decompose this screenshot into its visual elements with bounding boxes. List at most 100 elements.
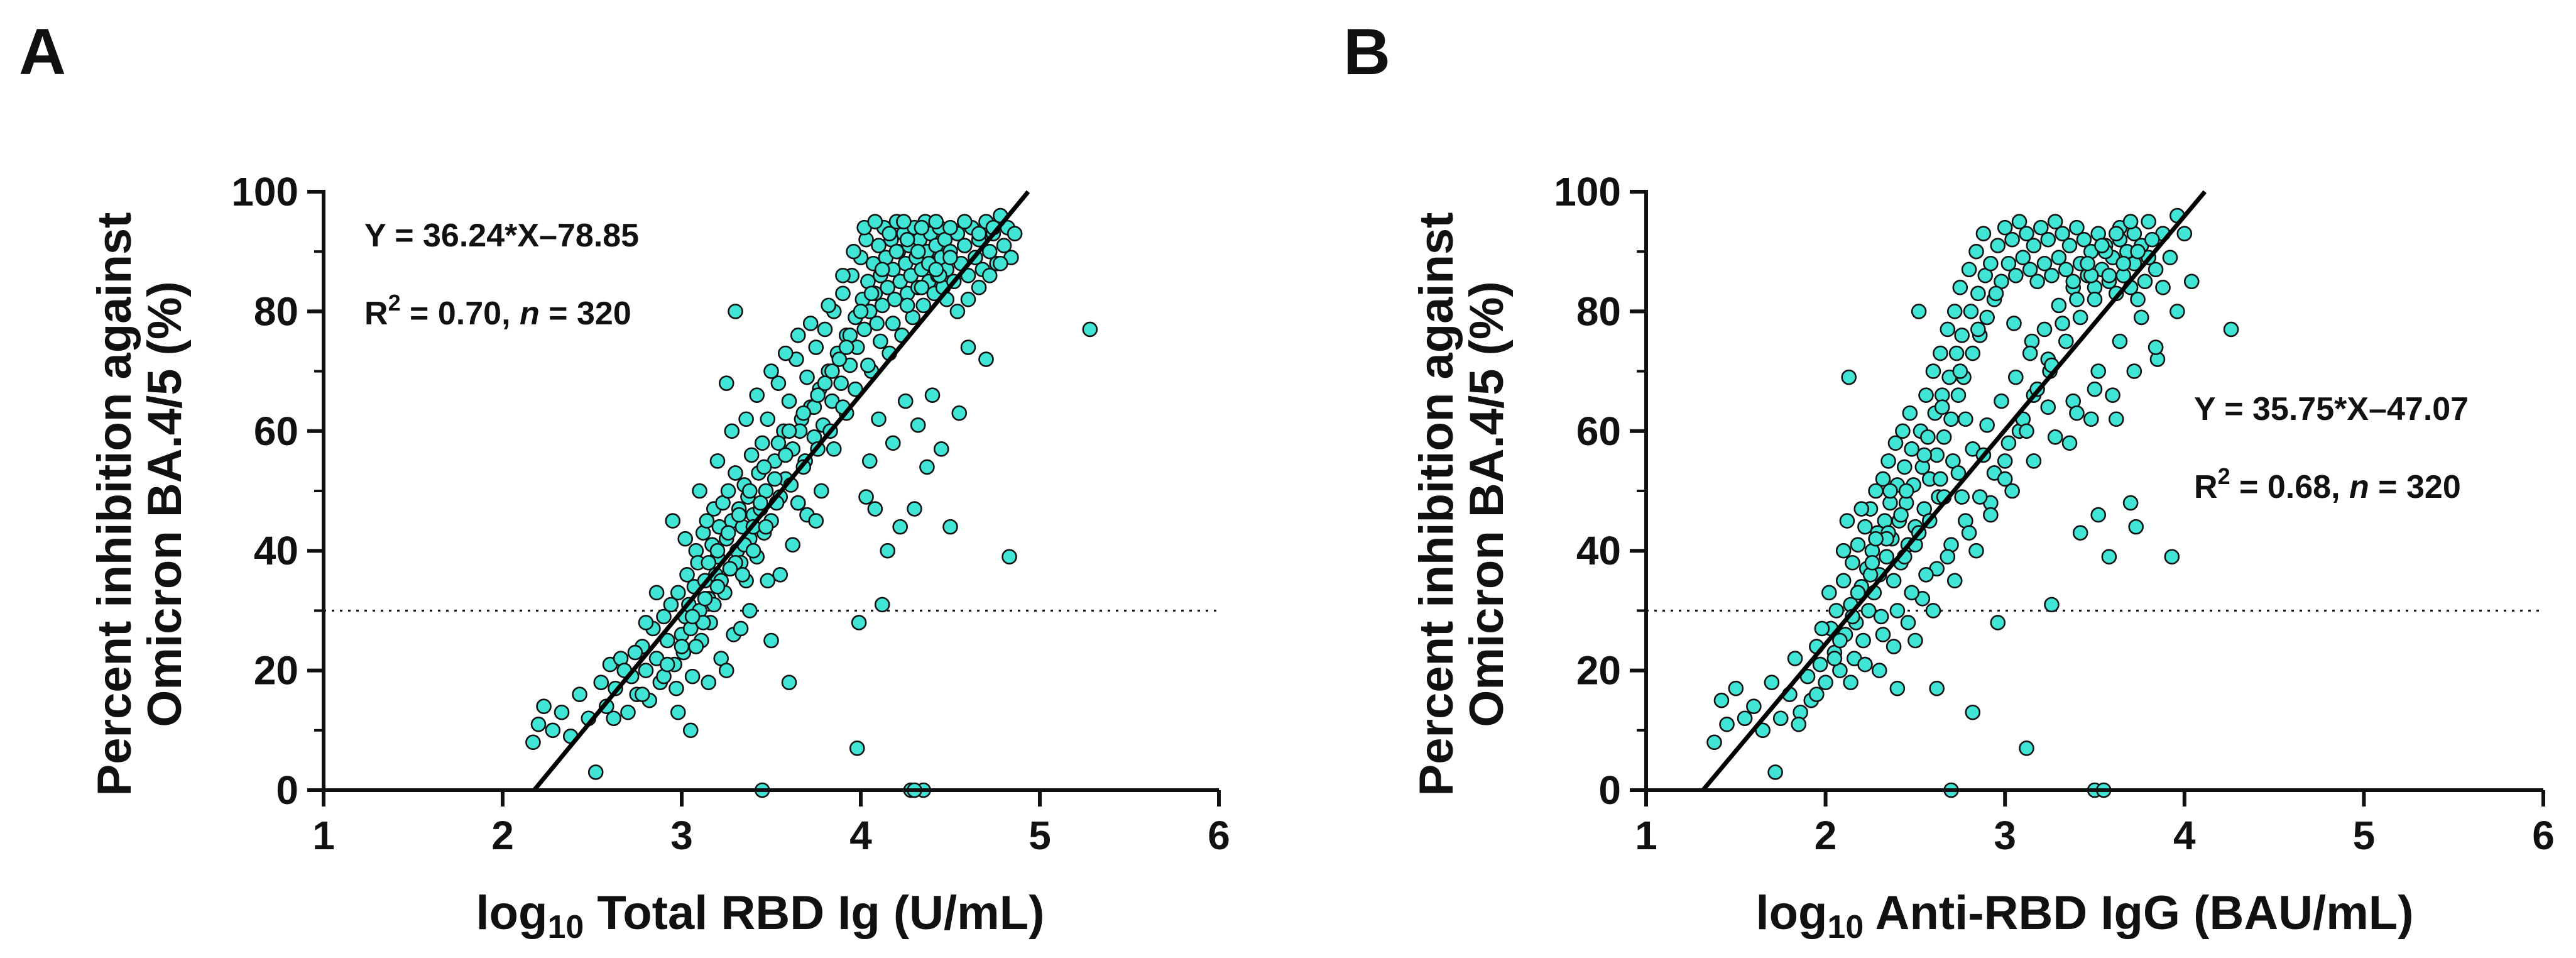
panel-a-point-116 (869, 316, 885, 331)
panel-b-xlabel-rest: Anti-RBD IgG (BAU/mL) (1864, 886, 2413, 940)
panel-a-point-254 (831, 351, 848, 367)
panel-b-point-259 (1843, 674, 1858, 690)
panel-b-point-272 (2090, 363, 2107, 379)
panel-a-point-174 (1007, 226, 1023, 241)
panel-b-point-117 (2055, 226, 2070, 241)
panel-a-point-27 (669, 680, 684, 696)
panel-b-point-214 (2087, 292, 2103, 307)
panel-b-point-46 (1879, 549, 1895, 565)
panel-b-point-261 (1875, 627, 1891, 642)
panel-a-point-208 (742, 603, 758, 619)
panel-b-point-11 (1787, 651, 1803, 666)
panel-a-xlabel-log: log (476, 886, 548, 940)
panel-b-point-111 (2033, 219, 2049, 236)
panel-a-point-122 (880, 280, 896, 295)
panel-b-xlabel-log: log (1755, 886, 1827, 940)
panel-b-point-97 (1983, 255, 1999, 272)
panel-b-point-2 (1719, 716, 1735, 732)
panel-b-point-229 (1994, 393, 2009, 409)
panel-a-y-axis-title: Percent inhibition against Omicron BA.4/… (88, 212, 192, 796)
panel-b-point-150 (2128, 519, 2144, 535)
panel-b-point-90 (1965, 345, 1981, 361)
panel-a-point-171 (996, 238, 1012, 253)
panel-b-y-tick-label-0: 0 (1598, 768, 1621, 813)
panel-b-point-266 (1961, 525, 1977, 541)
panel-b-point-123 (2076, 231, 2092, 248)
panel-a-point-271 (709, 542, 726, 559)
panel-b-point-216 (2115, 255, 2131, 272)
panel-a-point-261 (910, 243, 926, 260)
panel-b-point-106 (2015, 250, 2031, 266)
panel-a-point-272 (720, 525, 736, 541)
panel-a-point-283 (634, 686, 650, 702)
panel-a-point-241 (688, 639, 704, 654)
panel-b-point-105 (2011, 214, 2028, 229)
panel-a-r2: R2 = 0.70, n = 320 (364, 290, 631, 332)
panel-b-letter: B (1343, 16, 1390, 89)
panel-a-r2-sup: 2 (388, 290, 401, 316)
panel-a-point-249 (767, 471, 783, 487)
panel-b-point-160 (2122, 495, 2139, 511)
panel-b-point-256 (2169, 304, 2185, 319)
panel-b-point-181 (1929, 680, 1945, 696)
panel-b-point-36 (1860, 603, 1877, 619)
panel-b-point-236 (2094, 238, 2110, 253)
panel-a-x-axis-title: log10 Total RBD Ig (U/mL) (476, 886, 1045, 945)
panel-b-y-tick-label-60: 60 (1576, 409, 1621, 454)
panel-a-y-tick-label-60: 60 (254, 409, 298, 454)
panel-b-point-67 (1918, 387, 1934, 403)
panel-a-point-6 (572, 686, 587, 702)
panel-b-point-274 (2133, 309, 2149, 326)
panel-a-point-277 (781, 423, 797, 439)
panel-b-point-217 (2130, 243, 2146, 260)
panel-a-point-268 (981, 267, 998, 284)
panel-b-point-253 (2105, 387, 2120, 403)
panel-b-point-193 (2069, 292, 2085, 307)
panel-a-r2-value: = 0.70, (401, 295, 520, 332)
panel-a-xlabel-rest: Total RBD Ig (U/mL) (584, 886, 1044, 940)
panel-b-point-89 (1963, 304, 1979, 319)
panel-b-point-142 (2148, 262, 2164, 278)
panel-a-point-292 (758, 519, 774, 535)
panel-a-point-304 (914, 280, 930, 295)
panel-b-y-tick-label-100: 100 (1554, 169, 1621, 214)
panel-b-point-233 (2051, 297, 2067, 314)
panel-b-point-114 (2044, 267, 2060, 284)
panel-a-point-215 (677, 531, 693, 547)
panel-b-point-173 (1898, 483, 1914, 499)
panel-a-point-3 (545, 722, 561, 739)
panel-b-point-33 (1855, 632, 1871, 649)
panel-b-point-79 (1943, 411, 1959, 427)
panel-b-point-144 (2162, 250, 2178, 266)
panel-a-point-18 (638, 663, 654, 678)
panel-a-point-55 (720, 483, 736, 499)
panel-b-r2-value: = 0.68, (2230, 469, 2349, 505)
panel-a-point-289 (722, 561, 738, 577)
panel-a-n-label: n (520, 295, 540, 332)
panel-a-y-tick-label-80: 80 (254, 289, 298, 334)
panel-a-point-237 (914, 219, 930, 236)
panel-a-point-126 (887, 292, 903, 307)
panel-a-equation: Y = 36.24*X–78.85 (364, 217, 639, 254)
panel-a-fit-line (532, 190, 1030, 792)
panel-a-point-109 (856, 321, 872, 338)
panel-a-point-223 (790, 328, 806, 343)
panel-a-point-92 (808, 339, 824, 355)
panel-b-point-154 (2019, 741, 2034, 756)
panel-b-point-188 (1997, 453, 2013, 469)
panel-a-point-1 (530, 716, 547, 732)
panel-a-x-tick-label-2: 2 (491, 813, 514, 858)
panel-a-point-201 (814, 483, 829, 499)
panel-a-chart: A Percent inhibition against Omicron BA.… (19, 16, 1230, 945)
panel-b-point-85 (1954, 328, 1970, 343)
panel-b-axes (1644, 190, 2543, 792)
panel-b-point-271 (2069, 405, 2085, 421)
panel-b-y-tick-label-20: 20 (1576, 648, 1621, 693)
panel-a-point-190 (1001, 549, 1017, 565)
panel-b-point-183 (1889, 680, 1906, 696)
panel-b-n-label: n (2349, 469, 2369, 505)
panel-b-point-104 (2008, 267, 2024, 284)
panel-a-point-196 (910, 417, 926, 433)
panel-a-point-8 (587, 764, 604, 780)
panel-a-y-tick-label-100: 100 (231, 169, 298, 214)
